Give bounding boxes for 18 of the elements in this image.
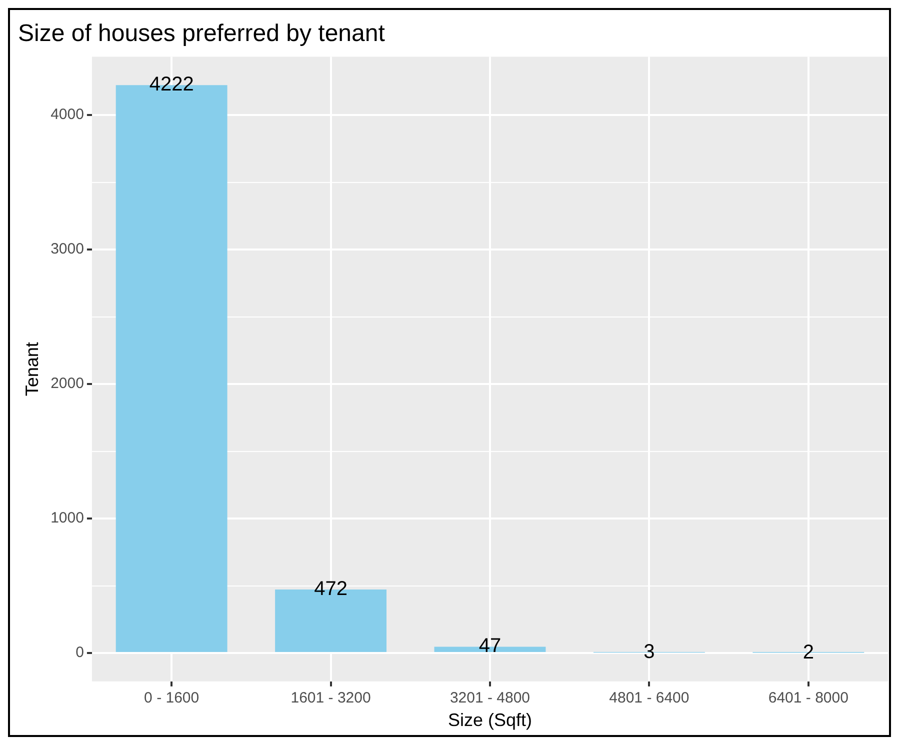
data-label: 4222 — [149, 74, 194, 96]
y-tick-label: 1000 — [50, 510, 84, 527]
y-tick-label: 2000 — [50, 375, 84, 392]
y-tick-label: 0 — [76, 644, 84, 662]
data-label: 472 — [314, 578, 348, 600]
data-label: 2 — [802, 641, 814, 664]
x-tick-label: 4801 - 6400 — [609, 690, 690, 707]
x-tick-label: 0 - 1600 — [144, 690, 200, 707]
x-tick-label: 6401 - 8000 — [768, 690, 848, 707]
y-tick-label: 4000 — [50, 106, 84, 124]
data-label: 47 — [478, 635, 502, 658]
data-label: 3 — [644, 641, 655, 664]
y-tick-label: 3000 — [50, 240, 84, 258]
chart-title: Size of houses preferred by tenant — [18, 20, 386, 48]
x-tick-label: 1601 - 3200 — [290, 690, 371, 707]
x-axis-title: Size (Sqft) — [448, 710, 532, 730]
x-tick-label: 3201 - 4800 — [450, 690, 530, 707]
y-axis-title: Tenant — [22, 342, 42, 396]
